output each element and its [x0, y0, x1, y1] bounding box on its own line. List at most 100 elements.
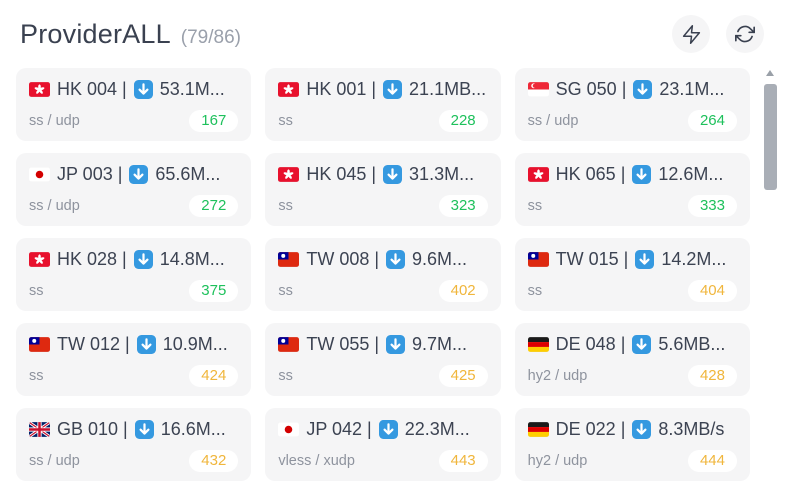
node-name: HK 028 | — [57, 249, 127, 269]
latency-badge: 424 — [189, 365, 239, 387]
download-icon — [386, 250, 406, 269]
latency-badge: 264 — [687, 110, 737, 132]
node-title-row: SG 050 | 23.1M... — [527, 79, 737, 100]
hk-flag-icon — [278, 167, 300, 182]
node-title-row: TW 015 | 14.2M... — [527, 249, 737, 270]
node-bottom-row: ss 425 — [278, 365, 488, 387]
refresh-icon — [735, 24, 755, 44]
node-name: TW 055 | — [306, 334, 380, 354]
node-bottom-row: ss 333 — [528, 195, 737, 217]
node-bottom-row: hy2 / udp 444 — [528, 450, 737, 472]
node-bottom-row: ss / udp 432 — [29, 450, 239, 472]
node-name: JP 042 | — [306, 419, 372, 439]
node-protocol: ss / udp — [29, 113, 80, 129]
node-speed: 53.1M... — [159, 79, 225, 99]
node-protocol: ss — [278, 368, 293, 384]
node-name: TW 012 | — [57, 334, 130, 354]
de-flag-icon — [527, 422, 549, 437]
gb-flag-icon — [29, 422, 50, 437]
proxy-node-card[interactable]: HK 004 | 53.1M... ss / udp 167 — [16, 68, 252, 141]
bolt-icon — [681, 24, 702, 45]
hk-flag-icon — [527, 167, 549, 182]
node-speed: 8.3MB/s — [658, 419, 725, 439]
node-name: HK 004 | — [57, 79, 127, 99]
node-title-row: JP 042 | 22.3M... — [278, 419, 487, 440]
tw-flag-icon — [29, 337, 50, 352]
download-icon — [134, 420, 154, 439]
proxy-node-card[interactable]: GB 010 | 16.6M... ss / udp 432 — [16, 408, 252, 481]
node-protocol: ss / udp — [527, 113, 579, 129]
node-bottom-row: ss 228 — [278, 110, 488, 132]
header-title-group: ProviderALL (79/86) — [20, 19, 241, 50]
refresh-button[interactable] — [726, 15, 764, 53]
node-protocol: ss — [29, 368, 44, 384]
node-speed: 21.1MB... — [409, 79, 487, 99]
node-title-row: DE 022 | 8.3MB/s — [527, 419, 737, 440]
proxy-node-card[interactable]: TW 055 | 9.7M... ss 425 — [265, 323, 501, 396]
sg-flag-icon — [527, 82, 549, 97]
node-speed: 14.2M... — [661, 249, 727, 269]
node-name: TW 008 | — [306, 249, 380, 269]
node-title-row: JP 003 | 65.6M... — [29, 164, 238, 185]
proxy-node-card[interactable]: HK 028 | 14.8M... ss 375 — [16, 238, 252, 311]
node-bottom-row: hy2 / udp 428 — [528, 365, 737, 387]
node-title-row: HK 001 | 21.1MB... — [278, 79, 487, 100]
latency-badge: 167 — [189, 110, 239, 132]
page-title: ProviderALL — [20, 18, 171, 49]
scrollbar-thumb[interactable] — [764, 84, 777, 190]
proxy-node-card[interactable]: JP 003 | 65.6M... ss / udp 272 — [16, 153, 252, 226]
node-name: JP 003 | — [57, 164, 123, 184]
proxy-node-card[interactable]: TW 015 | 14.2M... ss 404 — [514, 238, 750, 311]
proxy-node-card[interactable]: HK 001 | 21.1MB... ss 228 — [265, 68, 501, 141]
node-count: (79/86) — [180, 26, 241, 48]
node-protocol: ss — [29, 283, 44, 299]
latency-badge: 402 — [438, 280, 488, 302]
node-bottom-row: ss 375 — [29, 280, 239, 302]
node-protocol: ss / udp — [29, 453, 80, 469]
scroll-up-arrow-icon[interactable] — [766, 70, 774, 76]
node-speed: 9.7M... — [412, 334, 468, 354]
proxy-node-card[interactable]: SG 050 | 23.1M... ss / udp 264 — [514, 68, 750, 141]
hk-flag-icon — [278, 82, 300, 97]
node-name: DE 022 | — [555, 419, 626, 439]
proxy-node-card[interactable]: JP 042 | 22.3M... vless / xudp 443 — [265, 408, 501, 481]
latency-badge: 375 — [189, 280, 239, 302]
node-protocol: ss — [278, 113, 293, 129]
node-name: HK 065 | — [555, 164, 626, 184]
download-icon — [133, 250, 153, 269]
scrollbar — [764, 62, 777, 486]
node-bottom-row: ss / udp 264 — [528, 110, 737, 132]
tw-flag-icon — [278, 252, 300, 267]
node-speed: 22.3M... — [404, 419, 470, 439]
header-actions — [672, 15, 764, 53]
hk-flag-icon — [29, 82, 50, 97]
node-speed: 10.9M... — [162, 334, 228, 354]
proxy-node-card[interactable]: TW 008 | 9.6M... ss 402 — [265, 238, 501, 311]
node-protocol: hy2 / udp — [527, 453, 588, 469]
node-protocol: vless / xudp — [278, 453, 355, 469]
proxy-node-card[interactable]: DE 048 | 5.6MB... hy2 / udp 428 — [514, 323, 750, 396]
node-protocol: ss — [278, 198, 293, 214]
node-protocol: ss — [527, 198, 543, 214]
latency-badge: 444 — [687, 450, 737, 472]
latency-badge: 404 — [687, 280, 737, 302]
node-name: SG 050 | — [555, 79, 627, 99]
download-icon — [632, 335, 652, 354]
node-protocol: ss — [278, 283, 293, 299]
de-flag-icon — [527, 337, 549, 352]
proxy-node-card[interactable]: TW 012 | 10.9M... ss 424 — [16, 323, 252, 396]
latency-badge: 432 — [189, 450, 239, 472]
node-speed: 5.6MB... — [658, 334, 726, 354]
proxy-node-card[interactable]: DE 022 | 8.3MB/s hy2 / udp 444 — [514, 408, 750, 481]
node-protocol: ss / udp — [29, 198, 80, 214]
latency-badge: 425 — [438, 365, 488, 387]
proxy-node-card[interactable]: HK 045 | 31.3M... ss 323 — [265, 153, 501, 226]
node-protocol: hy2 / udp — [527, 368, 588, 384]
download-icon — [383, 165, 403, 184]
speedtest-button[interactable] — [672, 15, 710, 53]
download-icon — [386, 335, 406, 354]
node-speed: 23.1M... — [659, 79, 725, 99]
proxy-node-grid: HK 004 | 53.1M... ss / udp 167 HK 001 | … — [16, 68, 750, 481]
node-title-row: HK 004 | 53.1M... — [29, 79, 238, 100]
proxy-node-card[interactable]: HK 065 | 12.6M... ss 333 — [514, 153, 750, 226]
